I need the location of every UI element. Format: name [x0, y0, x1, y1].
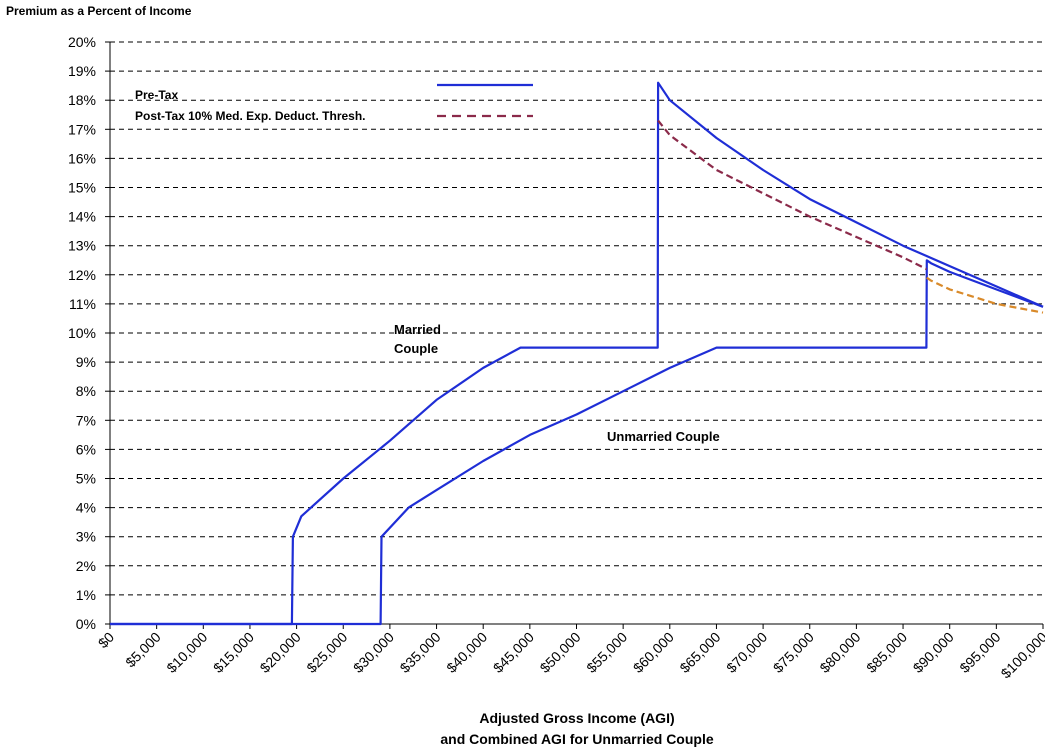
y-tick-label: 20% [68, 34, 96, 50]
x-tick-label: $30,000 [350, 629, 397, 676]
y-tick-label: 10% [68, 325, 96, 341]
x-tick-label: $85,000 [863, 629, 910, 676]
annotation-unmarried: Unmarried Couple [607, 429, 720, 444]
x-tick-label: $75,000 [770, 629, 817, 676]
x-tick-labels: $0 $5,000 $10,000 $15,000 $20,000 $25,000 $30,… [95, 629, 1045, 682]
y-tick-label: 19% [68, 63, 96, 79]
annotation-married-line2: Couple [394, 341, 438, 356]
grid-lines [105, 41, 1044, 629]
y-tick-label: 4% [76, 500, 96, 516]
series-lines [110, 81, 1044, 626]
x-tick-label: $50,000 [537, 629, 584, 676]
x-tick-label: $70,000 [723, 629, 770, 676]
legend-label-pre-tax: Pre-Tax [135, 88, 178, 102]
legend-label-post-tax: Post-Tax 10% Med. Exp. Deduct. Thresh. [135, 109, 366, 123]
x-tick-label: $65,000 [676, 629, 723, 676]
x-tick-label: $80,000 [816, 629, 863, 676]
y-tick-label: 7% [76, 412, 96, 428]
x-axis-title-line2: and Combined AGI for Unmarried Couple [440, 731, 713, 747]
y-tick-label: 11% [69, 296, 96, 312]
y-tick-label: 16% [68, 150, 96, 166]
y-tick-label: 14% [68, 209, 96, 225]
y-tick-label: 15% [68, 180, 96, 196]
x-tick-label: $95,000 [956, 629, 1003, 676]
x-tick-label: $45,000 [490, 629, 537, 676]
annotation-married-line1: Married [394, 322, 441, 337]
y-tick-label: 0% [76, 616, 96, 632]
y-tick-label: 3% [76, 529, 96, 545]
x-tick-label: $90,000 [910, 629, 957, 676]
x-tick-label: $25,000 [303, 629, 350, 676]
x-tick-label: $15,000 [210, 629, 257, 676]
y-tick-labels: 0% 1% 2% 3% 4% 5% 6% 7% 8% 9% 10% 11% 12% 13% 14% 15% 16… [68, 34, 96, 632]
x-tick-label: $55,000 [583, 629, 630, 676]
y-tick-label: 18% [68, 92, 96, 108]
y-tick-label: 6% [76, 441, 96, 457]
y-tick-label: 2% [76, 558, 96, 574]
y-tick-label: 8% [76, 383, 96, 399]
x-tick-label: $0 [95, 629, 117, 651]
series-line-post-tax-married [657, 119, 927, 270]
x-tick-label: $5,000 [122, 629, 164, 671]
y-tick-label: 12% [68, 267, 96, 283]
series-line-post-tax-unmarried [926, 276, 1044, 314]
y-tick-label: 1% [76, 587, 96, 603]
x-tick-label: $60,000 [630, 629, 677, 676]
y-tick-label: 9% [76, 354, 96, 370]
x-tick-label: $10,000 [163, 629, 210, 676]
series-line-pre-tax-unmarried [110, 259, 1044, 626]
legend: Pre-Tax Post-Tax 10% Med. Exp. Deduct. T… [135, 83, 533, 123]
x-tick-label: $35,000 [397, 629, 444, 676]
x-tick-label: $40,000 [443, 629, 490, 676]
x-tick-label: $20,000 [257, 629, 304, 676]
x-tick-label: $100,000 [998, 629, 1045, 682]
y-tick-label: 5% [76, 471, 96, 487]
y-tick-label: 13% [68, 238, 96, 254]
chart-title: Premium as a Percent of Income [6, 4, 192, 18]
y-tick-label: 17% [68, 121, 96, 137]
series-line-pre-tax-married [110, 81, 1044, 626]
x-axis-title-line1: Adjusted Gross Income (AGI) [479, 710, 674, 726]
